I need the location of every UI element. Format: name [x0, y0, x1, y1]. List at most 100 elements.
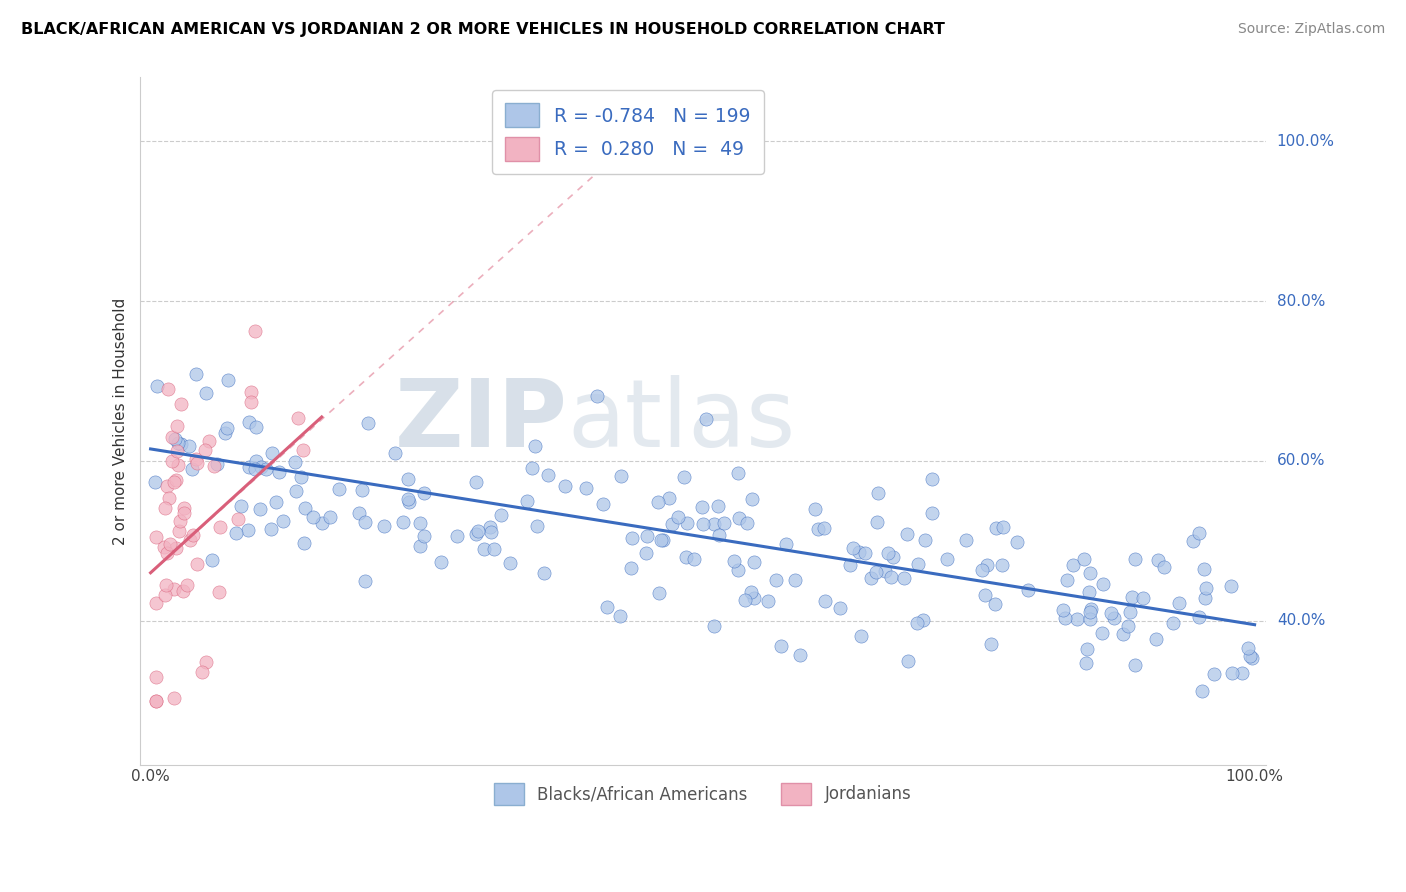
Point	[648, 585, 671, 599]
Text: 100.0%: 100.0%	[1277, 134, 1334, 149]
Point	[1078, 605, 1101, 619]
Text: BLACK/AFRICAN AMERICAN VS JORDANIAN 2 OR MORE VEHICLES IN HOUSEHOLD CORRELATION : BLACK/AFRICAN AMERICAN VS JORDANIAN 2 OR…	[21, 22, 945, 37]
Point	[770, 639, 793, 653]
Point	[1005, 535, 1028, 549]
Point	[229, 500, 252, 514]
Point	[179, 439, 201, 453]
Point	[328, 483, 350, 497]
Point	[464, 527, 486, 541]
Point	[145, 530, 167, 544]
Point	[1161, 615, 1184, 630]
Point	[214, 426, 236, 441]
Point	[970, 563, 993, 577]
Point	[217, 373, 239, 387]
Point	[145, 693, 167, 707]
Point	[921, 506, 943, 520]
Point	[169, 524, 191, 539]
Point	[240, 384, 263, 399]
Point	[245, 420, 267, 434]
Point	[186, 367, 208, 381]
Point	[153, 500, 176, 515]
Point	[866, 515, 889, 529]
Point	[165, 432, 187, 446]
Point	[1194, 591, 1216, 605]
Point	[620, 560, 643, 574]
Text: 60.0%: 60.0%	[1277, 453, 1326, 468]
Point	[830, 601, 852, 615]
Point	[1144, 632, 1167, 646]
Point	[1121, 590, 1143, 604]
Point	[682, 552, 704, 566]
Point	[1191, 683, 1213, 698]
Point	[1078, 585, 1101, 599]
Point	[537, 467, 560, 482]
Point	[666, 510, 689, 524]
Point	[163, 691, 186, 706]
Point	[484, 541, 506, 556]
Point	[430, 555, 453, 569]
Point	[575, 481, 598, 495]
Point	[692, 516, 714, 531]
Point	[1132, 591, 1154, 605]
Point	[855, 546, 877, 560]
Point	[1241, 650, 1264, 665]
Point	[1125, 551, 1147, 566]
Point	[226, 511, 249, 525]
Point	[184, 451, 207, 466]
Point	[173, 501, 195, 516]
Point	[813, 521, 835, 535]
Text: atlas: atlas	[568, 375, 796, 467]
Point	[347, 507, 370, 521]
Point	[522, 460, 544, 475]
Point	[756, 593, 779, 607]
Point	[651, 533, 673, 548]
Point	[783, 573, 806, 587]
Point	[596, 600, 619, 615]
Point	[170, 436, 193, 450]
Point	[465, 475, 488, 489]
Point	[250, 460, 273, 475]
Point	[744, 555, 766, 569]
Point	[921, 472, 943, 486]
Point	[1123, 658, 1146, 673]
Point	[238, 523, 260, 537]
Point	[183, 528, 205, 542]
Point	[976, 558, 998, 572]
Point	[160, 430, 183, 444]
Point	[955, 533, 977, 547]
Point	[1237, 641, 1260, 656]
Point	[980, 637, 1002, 651]
Point	[186, 456, 208, 470]
Point	[157, 382, 180, 396]
Point	[658, 491, 681, 506]
Point	[849, 629, 872, 643]
Point	[727, 466, 749, 480]
Point	[357, 417, 380, 431]
Point	[868, 485, 890, 500]
Point	[1116, 618, 1139, 632]
Point	[165, 473, 187, 487]
Point	[243, 325, 266, 339]
Point	[523, 439, 546, 453]
Point	[709, 527, 731, 541]
Point	[875, 564, 897, 578]
Point	[353, 516, 375, 530]
Point	[1091, 577, 1114, 591]
Text: 40.0%: 40.0%	[1277, 613, 1324, 628]
Point	[1104, 611, 1126, 625]
Point	[479, 525, 502, 540]
Point	[156, 546, 179, 560]
Point	[620, 531, 643, 545]
Point	[176, 577, 198, 591]
Point	[181, 461, 204, 475]
Point	[143, 475, 166, 489]
Point	[912, 613, 935, 627]
Point	[865, 565, 887, 579]
Point	[179, 533, 201, 548]
Point	[789, 648, 811, 662]
Point	[1073, 552, 1095, 566]
Point	[893, 571, 915, 585]
Point	[260, 522, 283, 536]
Point	[1078, 566, 1101, 580]
Point	[848, 545, 870, 559]
